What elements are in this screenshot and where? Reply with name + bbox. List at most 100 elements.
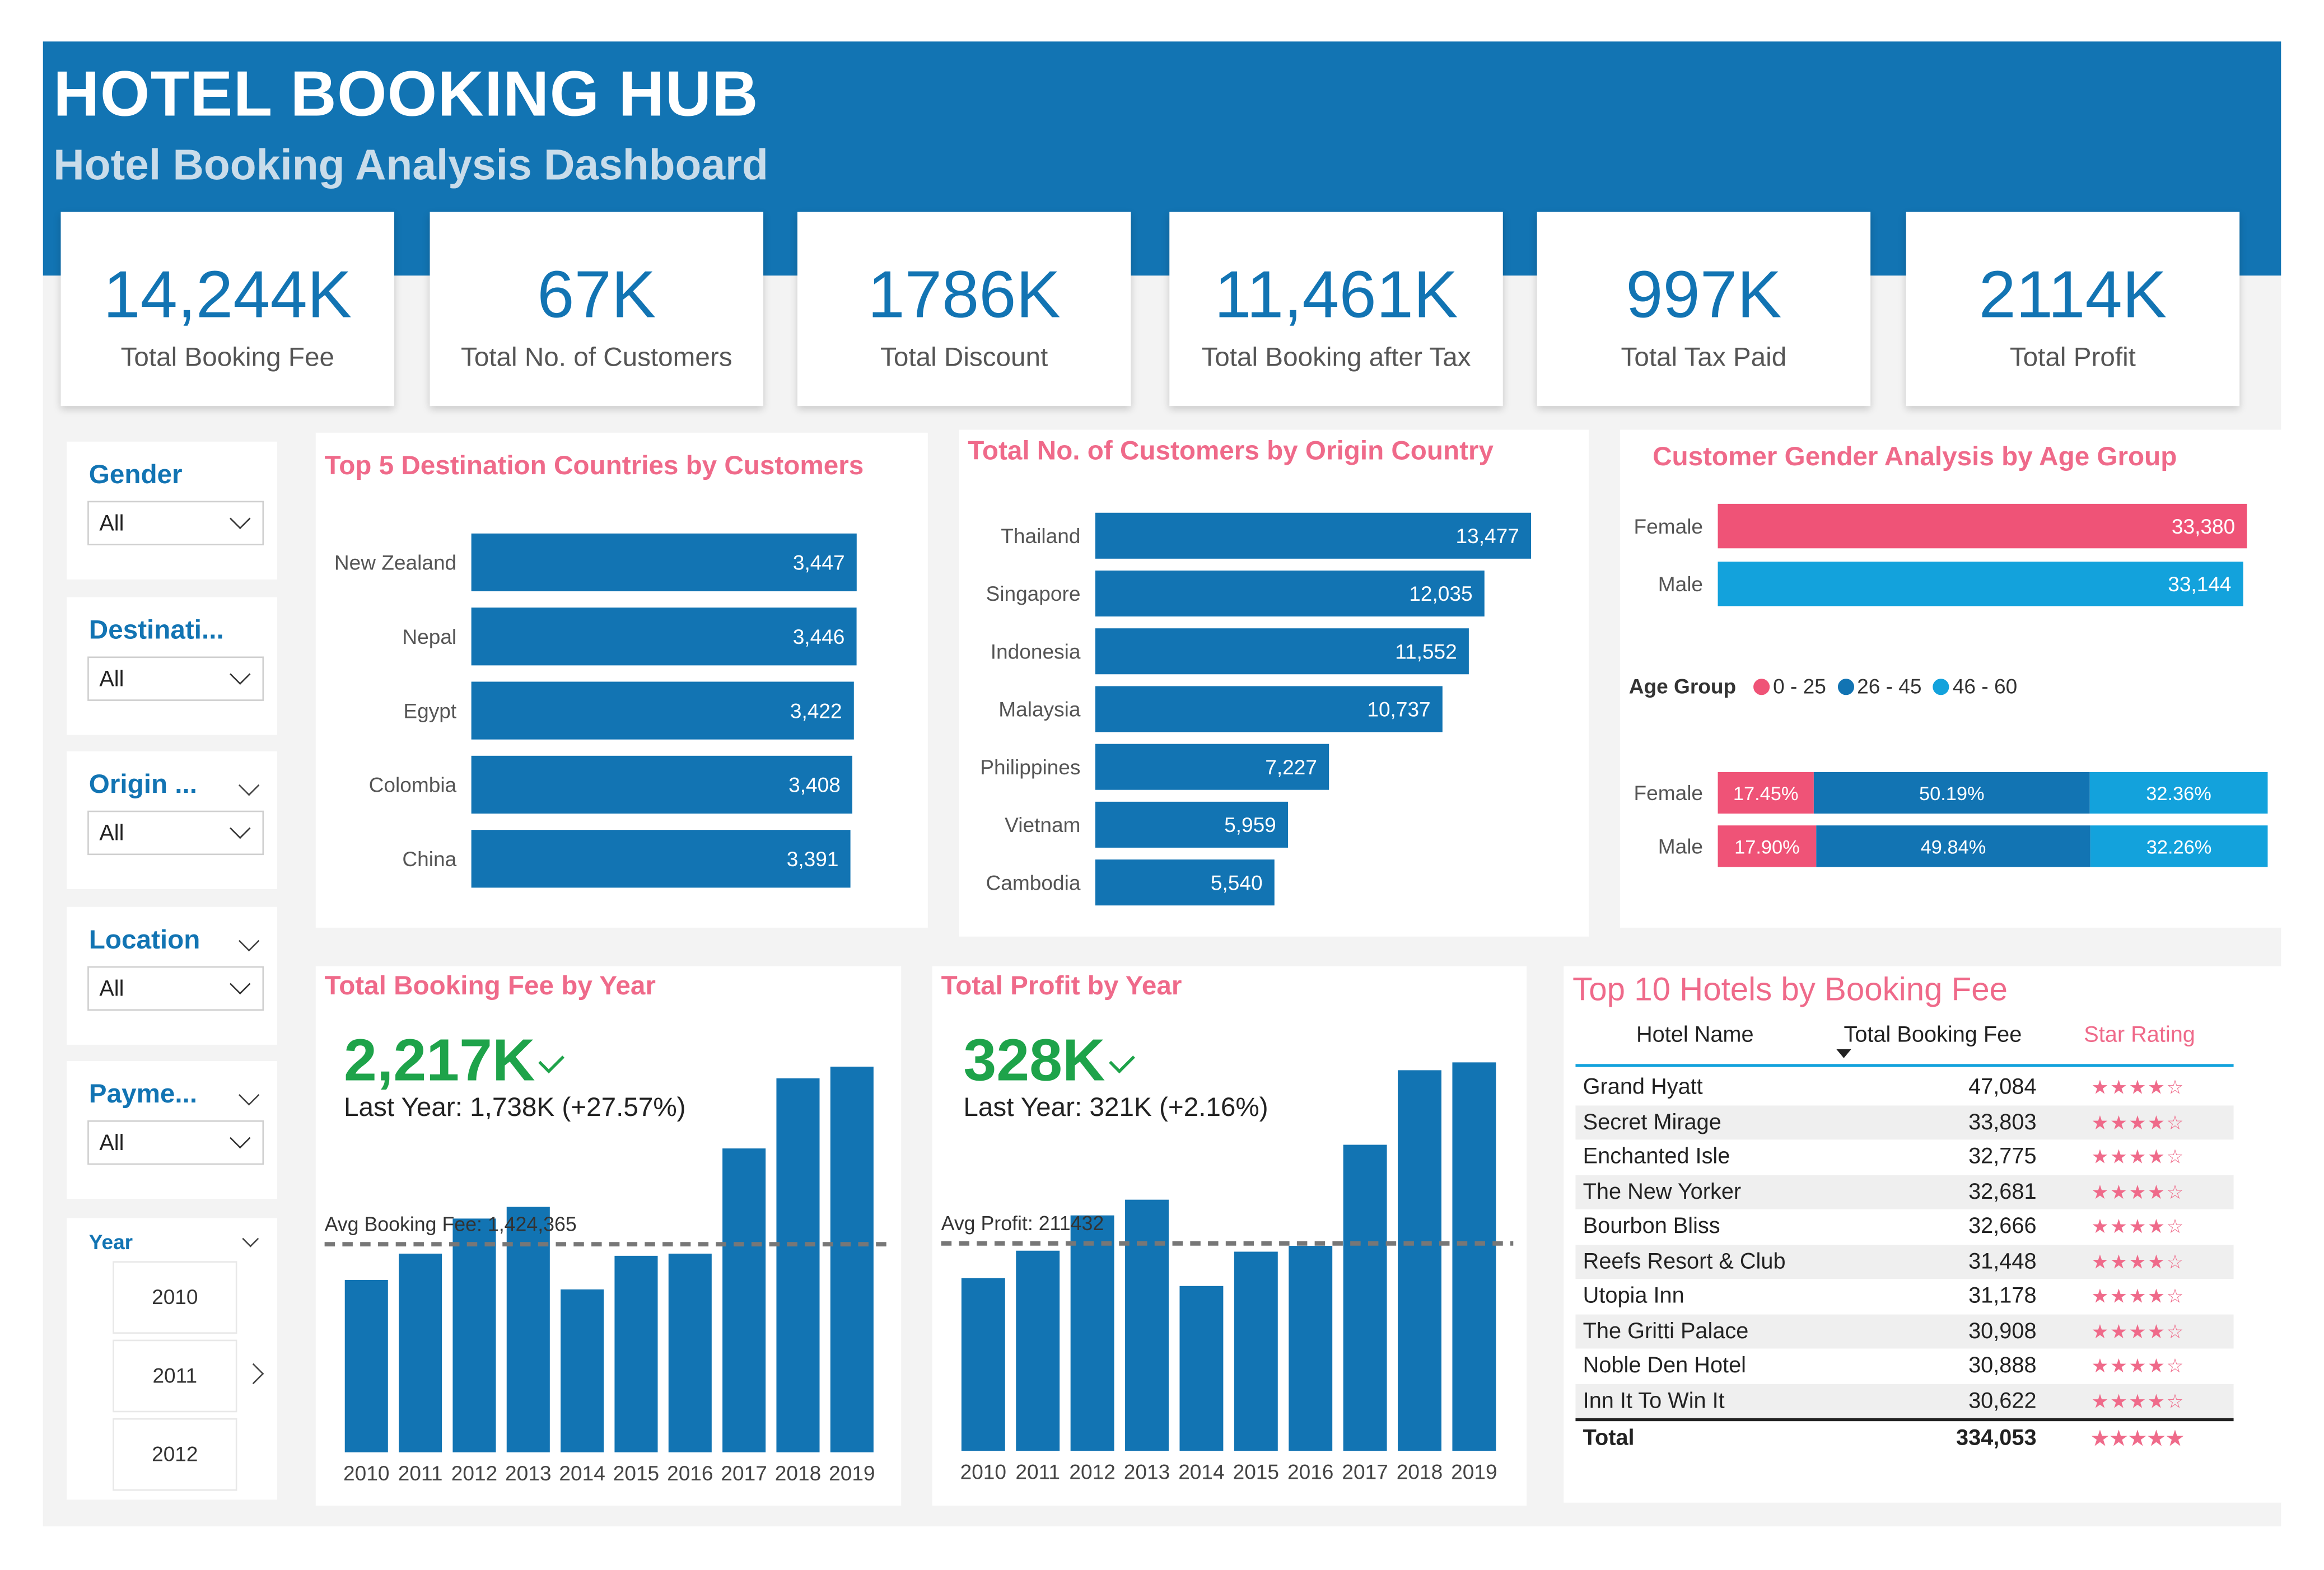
table-row[interactable]: Bourbon Bliss 32,666 ★★★★☆ [1575,1209,2233,1244]
column-bar [1343,1144,1387,1451]
location-dropdown[interactable]: All [87,966,264,1011]
bar [1095,686,1443,732]
kpi-card-total-customers: 67K Total No. of Customers [430,212,764,406]
profit-kpi: 328K [963,1029,1135,1095]
column-bar [668,1253,712,1452]
table-row[interactable]: The Gritti Palace 30,908 ★★★★☆ [1575,1314,2234,1349]
bar [1095,628,1469,675]
chevron-down-icon [230,508,251,530]
column-bar [1125,1199,1169,1451]
legend-label: 46 - 60 [1952,674,2018,698]
column-header-hotel-name[interactable]: Hotel Name [1636,1022,1754,1048]
bar [471,755,853,814]
x-tick-label: 2016 [667,1461,713,1485]
table-row[interactable]: Noble Den Hotel 30,888 ★★★★☆ [1575,1348,2233,1383]
chevron-down-icon[interactable] [238,1085,260,1106]
stacked-segment [1718,825,1817,867]
sort-descending-icon[interactable] [1836,1049,1851,1058]
star-rating: ★★★★☆ [2091,1076,2185,1099]
booking-fee: 32,681 [1968,1179,2037,1204]
column-bar [1234,1251,1278,1451]
category-label: Vietnam [1005,813,1080,837]
star-rating: ★★★★☆ [2091,1284,2185,1307]
hotel-name: Inn It To Win It [1583,1387,1725,1413]
kpi-value: 67K [537,256,656,332]
slicer-destination: Destinati... All [67,597,277,735]
dropdown-value: All [99,511,124,537]
column-header-star-rating[interactable]: Star Rating [2084,1022,2195,1048]
table-row[interactable]: The New Yorker 32,681 ★★★★☆ [1575,1174,2234,1209]
slicer-origin: Origin ... All [67,751,277,890]
legend-label: 26 - 45 [1857,674,1922,698]
slicer-year: Year 2010 2011 2012 [67,1218,277,1500]
hotel-name: Enchanted Isle [1583,1144,1730,1170]
table-row[interactable]: Enchanted Isle 32,775 ★★★★☆ [1575,1139,2233,1174]
table-row[interactable]: Grand Hyatt 47,084 ★★★★☆ [1575,1070,2233,1105]
stacked-segment [2090,825,2268,867]
age-group-legend: Age Group 0 - 25 26 - 45 46 - 60 [1629,674,2017,698]
column-bar [1179,1286,1224,1451]
destination-dropdown[interactable]: All [87,656,264,701]
legend-title: Age Group [1628,674,1737,698]
total-label: Total [1583,1426,1635,1451]
origin-dropdown[interactable]: All [87,810,264,856]
year-option-button[interactable]: 2011 [113,1339,237,1413]
stacked-segment [1718,772,1814,814]
kpi-last-year: Last Year: 321K (+2.16%) [963,1092,1268,1122]
chevron-down-icon[interactable] [242,1230,259,1247]
bar [471,608,857,666]
destination-bar-chart: New Zealand 3,447 Nepal 3,446 Egypt 3,422 Colo… [334,533,857,888]
chevron-down-icon [230,1127,251,1149]
year-option-button[interactable]: 2012 [113,1418,237,1491]
page-subtitle: Hotel Booking Analysis Dashboard [53,142,768,190]
data-label: 10,737 [1367,698,1430,721]
x-tick-label: 2010 [343,1461,389,1485]
hotel-name: The Gritti Palace [1583,1318,1749,1344]
x-tick-label: 2016 [1287,1460,1333,1483]
category-label: Colombia [369,773,457,797]
chevron-right-icon[interactable] [242,1363,264,1385]
x-tick-label: 2018 [775,1461,821,1485]
stacked-segment [2089,772,2268,814]
category-label: Egypt [403,699,456,722]
bar [1095,512,1532,559]
kpi-label: Total Discount [880,342,1048,372]
year-option-button[interactable]: 2010 [113,1261,237,1334]
table-row[interactable]: Utopia Inn 31,178 ★★★★☆ [1575,1279,2233,1314]
category-label: Female [1634,515,1704,538]
gender-dropdown[interactable]: All [87,501,264,545]
table-row[interactable]: Secret Mirage 33,803 ★★★★☆ [1575,1105,2234,1140]
panel-origin-country: Total No. of Customers by Origin Country… [959,429,1589,937]
bar [1095,859,1275,906]
table-row[interactable]: Inn It To Win It 30,622 ★★★★☆ [1575,1383,2234,1418]
legend-label: 0 - 25 [1773,674,1826,698]
booking-fee: 30,888 [1968,1353,2037,1379]
bar [471,533,857,592]
column-bar [1398,1070,1441,1451]
panel-profit-by-year: Total Profit by Year 328K Last Year: 321… [932,966,1527,1506]
total-star-rating: ★★★★★ [2091,1427,2185,1450]
data-label: 13,477 [1456,524,1519,548]
column-header-total-booking-fee[interactable]: Total Booking Fee [1844,1022,2022,1048]
column-bar [722,1148,766,1452]
x-tick-label: 2013 [1124,1460,1170,1483]
payment-dropdown[interactable]: All [87,1120,264,1165]
category-label: Female [1634,781,1704,805]
chevron-down-icon[interactable] [238,930,260,952]
stacked-segment [1813,772,2090,814]
bar [471,830,851,888]
hotel-name: Reefs Resort & Club [1583,1248,1786,1274]
data-label: 32.26% [2146,837,2212,858]
chevron-down-icon[interactable] [238,775,260,796]
kpi-value: 2114K [1978,256,2167,332]
kpi-card-total-profit: 2114K Total Profit [1906,212,2240,406]
category-label: Malaysia [998,698,1081,721]
data-label: 49.84% [1921,837,1986,858]
x-tick-label: 2012 [451,1461,497,1485]
booking-fee-column-chart: 2010 2011 2012 2013 2014 2015 2016 2017 2018 2019… [325,1067,894,1485]
booking-fee: 31,178 [1968,1283,2037,1309]
kpi-value: 1786K [867,256,1061,332]
panel-gender-age: Customer Gender Analysis by Age Group Fe… [1620,429,2281,928]
table-row[interactable]: Reefs Resort & Club 31,448 ★★★★☆ [1575,1244,2234,1279]
star-rating: ★★★★☆ [2091,1215,2185,1237]
